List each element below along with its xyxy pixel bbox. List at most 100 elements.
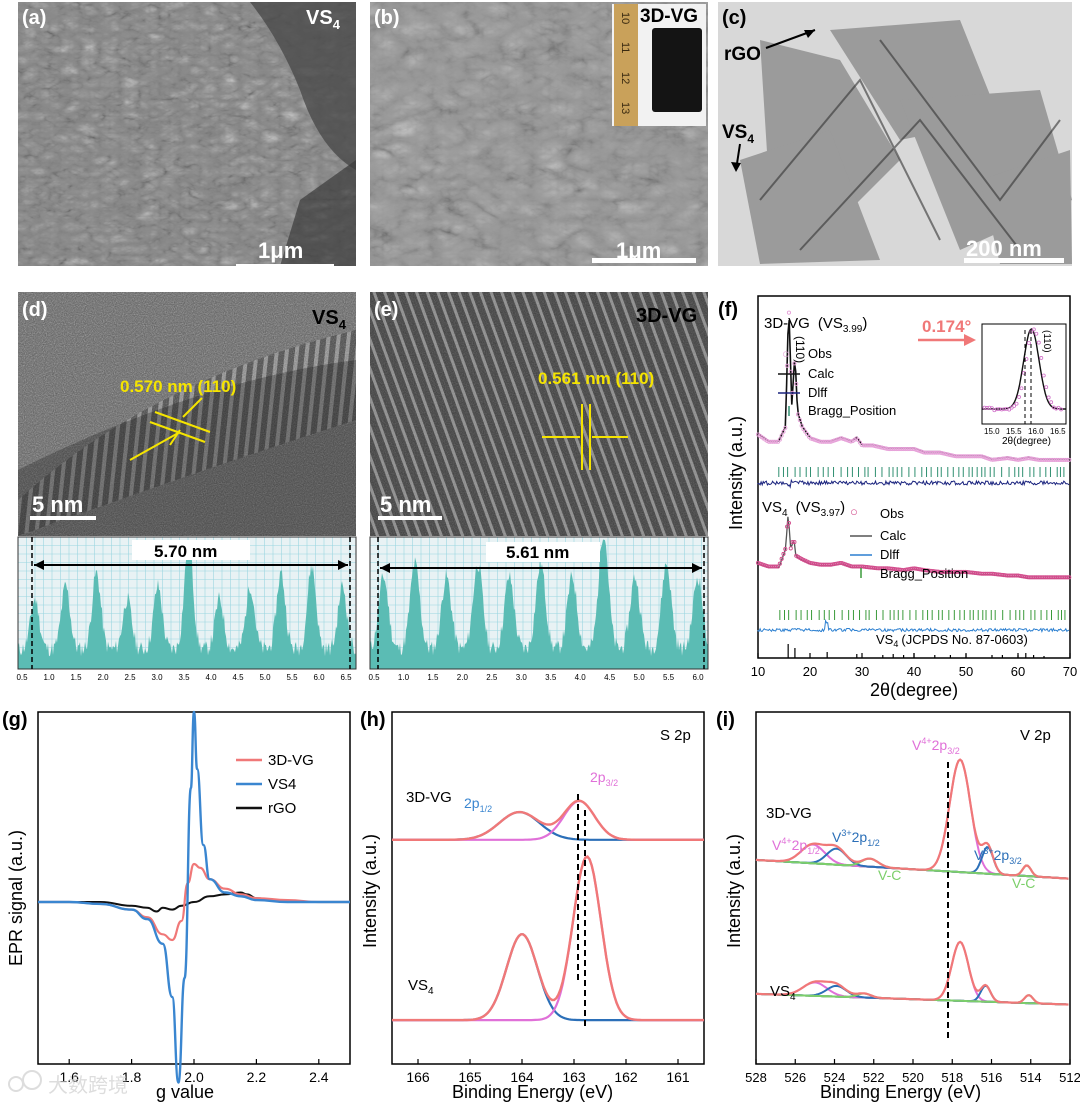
- obs-point: [794, 381, 799, 386]
- obs-point: [872, 443, 877, 448]
- profile-tick: 6.5: [340, 673, 352, 682]
- svg-text:Dlff: Dlff: [808, 385, 828, 400]
- inset-obs-point: [1036, 340, 1041, 345]
- obs-point: [1016, 573, 1021, 578]
- panel-c-scale-label: 200 nm: [966, 236, 1042, 261]
- obs-point: [785, 363, 790, 368]
- profile-d-trace: [18, 539, 356, 669]
- x-tick-label: 514: [1020, 1070, 1042, 1085]
- obs-point: [845, 562, 850, 568]
- x-tick-label: 516: [981, 1070, 1003, 1085]
- profile-tick: 1.0: [43, 673, 55, 682]
- obs-point: [812, 437, 817, 442]
- profile-tick: 4.5: [232, 673, 244, 682]
- x-tick-label: 528: [745, 1070, 767, 1085]
- profile-tick: 2.5: [486, 673, 498, 682]
- panel-f: (f) Intensity (a.u.) 2θ(degree) 10 20 30 40…: [718, 295, 1077, 700]
- profile-tick: 5.5: [286, 673, 298, 682]
- obs-point: [877, 445, 882, 450]
- x-tick-label: 162: [614, 1069, 638, 1085]
- obs-point: [828, 562, 833, 567]
- obs-point: [876, 444, 881, 449]
- obs-point: [976, 571, 981, 576]
- obs-point: [826, 562, 832, 567]
- x-tick-label: 30: [855, 664, 869, 679]
- obs-point: [816, 438, 821, 444]
- panel-b-letter: (b): [374, 7, 400, 29]
- panel-g-letter: (g): [2, 709, 28, 731]
- obs-point: [795, 412, 801, 417]
- panel-g-xlabel: g value: [156, 1082, 214, 1102]
- svg-text:3D-VG: 3D-VG: [268, 752, 314, 769]
- x-tick-label: 40: [907, 664, 921, 679]
- obs-point: [1023, 574, 1028, 579]
- obs-point: [1018, 457, 1023, 462]
- panel-h-letter: (h): [360, 709, 386, 731]
- obs-point: [845, 438, 850, 443]
- panel-g-ylabel: EPR signal (a.u.): [6, 830, 26, 966]
- obs-point: [963, 569, 968, 574]
- panel-h-xticks: 166 165 164 163 162 161: [406, 1059, 690, 1085]
- obs-point: [912, 566, 917, 571]
- x-tick-label: 20: [803, 664, 817, 679]
- panel-d: (d) VS4 0.570 nm (110) 5 nm: [18, 292, 356, 536]
- obs-point: [1014, 573, 1019, 578]
- obs-point: [1001, 573, 1006, 578]
- svg-text:16.0: 16.0: [1028, 427, 1044, 436]
- xps-v-vs4-envelope: [756, 940, 1069, 1006]
- obs-point: [757, 561, 762, 566]
- obs-point: [992, 457, 997, 462]
- profile-tick: 5.0: [259, 673, 271, 682]
- panel-h-ylabel: Intensity (a.u.): [360, 834, 380, 948]
- panel-h-title: S 2p: [660, 727, 691, 744]
- panel-a-letter: (a): [22, 7, 46, 29]
- xps-s-2p12-label: 2p1/2: [464, 795, 492, 814]
- profile-tick: 4.5: [604, 673, 616, 682]
- svg-text:○: ○: [782, 346, 790, 361]
- obs-point: [808, 560, 813, 566]
- obs-point: [830, 562, 835, 567]
- panel-d-material: VS4: [312, 307, 347, 332]
- svg-text:Calc: Calc: [880, 528, 907, 543]
- obs-point: [943, 451, 948, 456]
- xrd-bottom-obs: [755, 521, 1072, 580]
- obs-point: [1034, 457, 1039, 462]
- xps-s-3dvg-2p32-component: [392, 799, 704, 841]
- obs-point: [901, 568, 906, 573]
- obs-point: [832, 438, 837, 443]
- inset-obs-point: [1041, 373, 1046, 378]
- x-tick-label: 522: [863, 1070, 885, 1085]
- x-tick-label: 10: [751, 664, 765, 679]
- xrd-bottom-name: VS4 (VS3.97): [762, 499, 845, 519]
- panel-d-lattice-marker: [129, 397, 211, 461]
- obs-point: [925, 568, 930, 573]
- obs-point: [1025, 456, 1030, 461]
- watermark: 大数跨境: [8, 1070, 128, 1097]
- obs-point: [1001, 456, 1006, 461]
- obs-point: [1021, 574, 1026, 579]
- obs-point: [779, 433, 784, 438]
- inset-obs-point: [1017, 395, 1021, 399]
- inset-obs-point: [1031, 327, 1036, 332]
- obs-point: [792, 540, 797, 545]
- obs-point: [923, 568, 928, 573]
- obs-point: [765, 563, 770, 569]
- obs-point: [890, 566, 895, 571]
- panel-e-lattice-marker: [542, 404, 628, 470]
- obs-point: [786, 521, 791, 526]
- obs-point: [914, 447, 919, 452]
- panel-a-scale-bar: [236, 264, 334, 269]
- panel-a: (a) VS4 1μm: [18, 2, 356, 269]
- obs-point: [979, 454, 984, 459]
- x-tick-label: 512: [1059, 1070, 1080, 1085]
- panel-c-rgo-label: rGO: [724, 44, 761, 65]
- profile-tick: 6.0: [313, 673, 325, 682]
- obs-point: [894, 567, 899, 572]
- xrd-shift-label: 0.174°: [922, 317, 972, 336]
- profile-tick: 2.0: [457, 673, 469, 682]
- obs-point: [916, 566, 921, 572]
- obs-point: [781, 429, 786, 434]
- inset-obs-point: [1019, 386, 1024, 391]
- x-tick-label: 2.4: [309, 1069, 329, 1085]
- inset-obs-point: [1046, 395, 1051, 400]
